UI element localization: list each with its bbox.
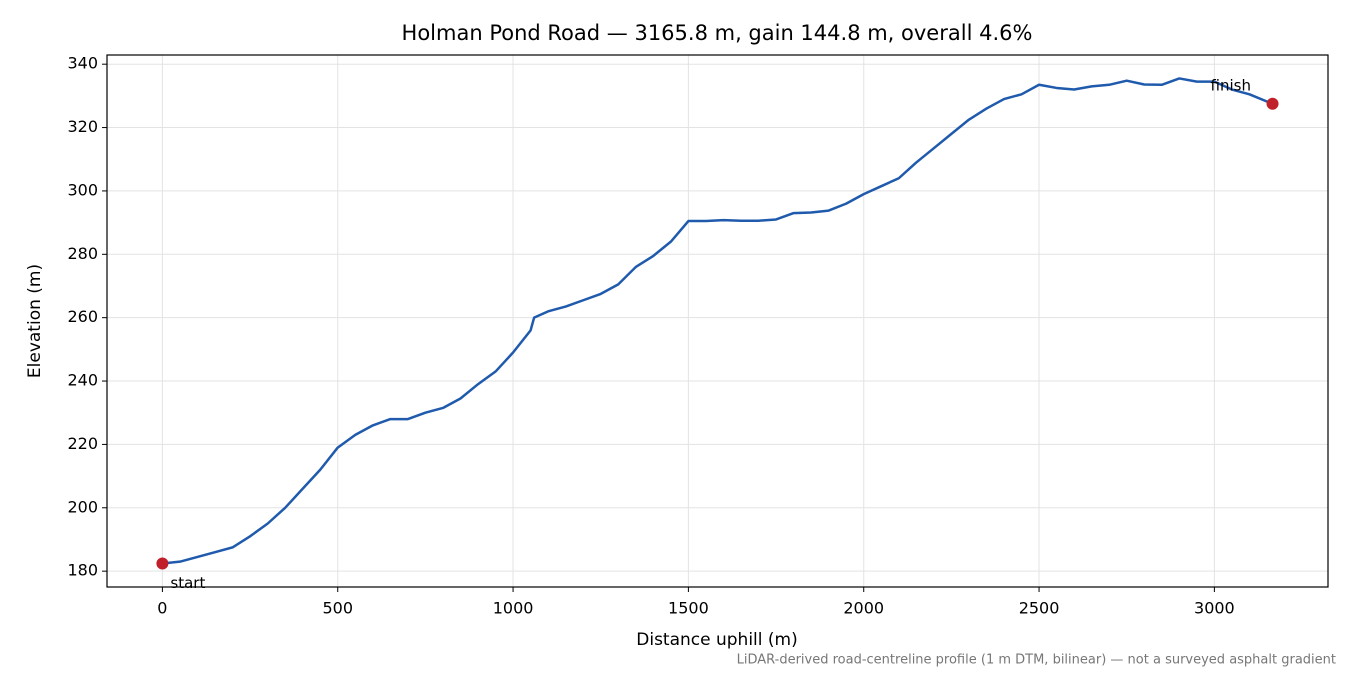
y-tick-label: 220 bbox=[67, 434, 98, 453]
x-tick-label: 2000 bbox=[843, 599, 884, 618]
endpoint-marker bbox=[1266, 97, 1279, 110]
profile-line bbox=[162, 77, 1274, 565]
y-tick-label: 300 bbox=[67, 180, 98, 199]
x-tick-label: 2500 bbox=[1019, 599, 1060, 618]
x-tick-label: 0 bbox=[157, 599, 167, 618]
y-tick-label: 340 bbox=[67, 54, 98, 73]
chart-title: Holman Pond Road — 3165.8 m, gain 144.8 … bbox=[402, 21, 1033, 45]
y-tick-label: 200 bbox=[67, 497, 98, 516]
y-tick-label: 180 bbox=[67, 561, 98, 580]
y-axis-label: Elevation (m) bbox=[25, 264, 45, 378]
x-tick-label: 1000 bbox=[493, 599, 534, 618]
y-tick-label: 280 bbox=[67, 244, 98, 263]
x-tick-label: 1500 bbox=[668, 599, 709, 618]
y-tick-label: 240 bbox=[67, 371, 98, 390]
x-axis-label: Distance uphill (m) bbox=[636, 630, 797, 650]
caption: LiDAR-derived road-centreline profile (1… bbox=[737, 653, 1336, 668]
plot-frame bbox=[106, 54, 1329, 588]
endpoint-label: start bbox=[170, 574, 205, 592]
y-tick-label: 260 bbox=[67, 307, 98, 326]
x-tick-label: 500 bbox=[322, 599, 353, 618]
endpoint-label: finish bbox=[1211, 76, 1251, 94]
x-tick-label: 3000 bbox=[1194, 599, 1235, 618]
y-tick-label: 320 bbox=[67, 117, 98, 136]
endpoint-marker bbox=[156, 557, 169, 570]
